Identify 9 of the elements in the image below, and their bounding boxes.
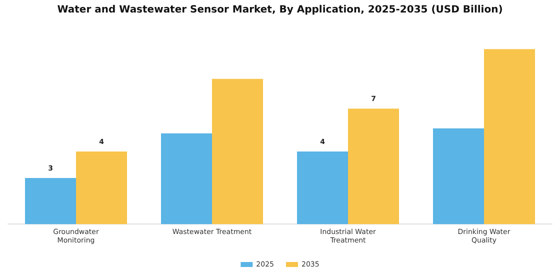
bar	[212, 78, 263, 224]
bar	[161, 133, 212, 224]
bar	[76, 152, 127, 224]
bar	[484, 49, 535, 224]
bar	[433, 128, 484, 224]
bar	[297, 152, 348, 224]
chart-title: Water and Wastewater Sensor Market, By Application, 2025-2035 (USD Billion)	[57, 4, 503, 16]
bar	[25, 178, 76, 224]
bar	[348, 108, 399, 224]
